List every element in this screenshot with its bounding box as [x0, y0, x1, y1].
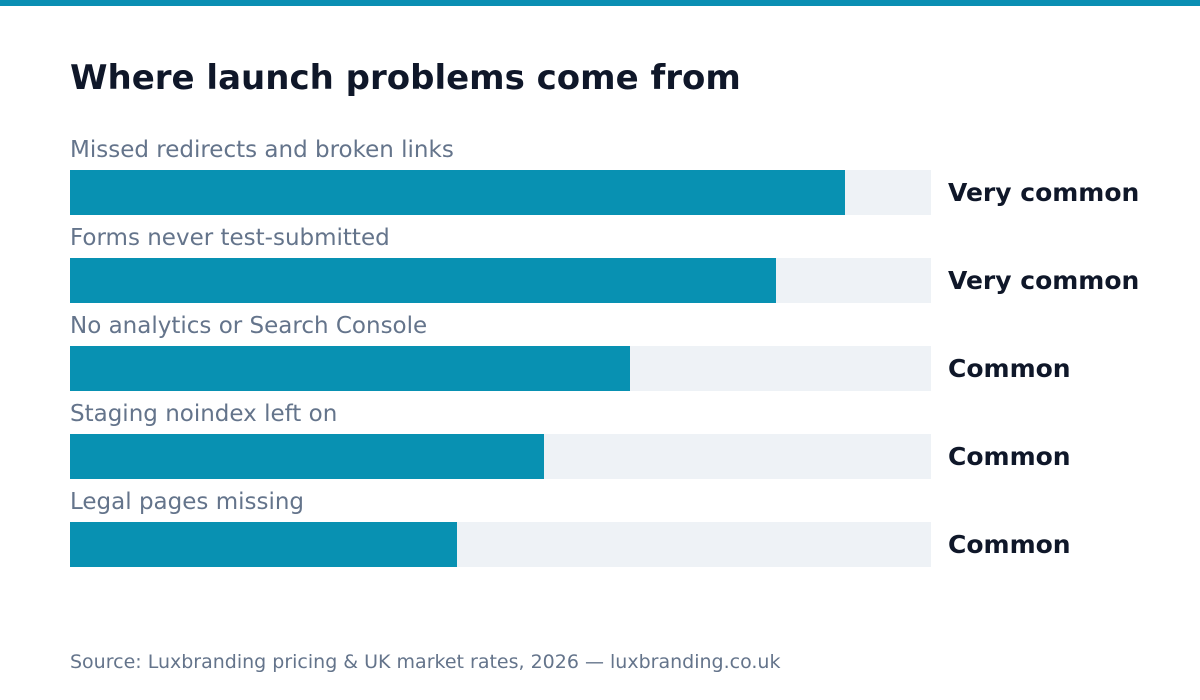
- category-label: Legal pages missing: [70, 489, 305, 515]
- category-label: No analytics or Search Console: [70, 313, 428, 339]
- bar-track: [70, 346, 931, 391]
- value-label: Very common: [948, 178, 1140, 207]
- value-label: Common: [948, 530, 1071, 559]
- category-label: Forms never test-submitted: [70, 225, 390, 251]
- bar-track: [70, 434, 931, 479]
- bar: [70, 522, 457, 567]
- bar: [70, 258, 776, 303]
- bar-track: [70, 258, 931, 303]
- category-label: Missed redirects and broken links: [70, 137, 454, 163]
- value-label: Common: [948, 354, 1071, 383]
- bar-track: [70, 522, 931, 567]
- value-label: Common: [948, 442, 1071, 471]
- accent-stripe: [0, 0, 1200, 6]
- bar: [70, 434, 544, 479]
- bar: [70, 346, 630, 391]
- source-note: Source: Luxbranding pricing & UK market …: [70, 651, 781, 673]
- value-label: Very common: [948, 266, 1140, 295]
- category-label: Staging noindex left on: [70, 401, 338, 427]
- bar-track: [70, 170, 931, 215]
- chart-title: Where launch problems come from: [70, 58, 741, 98]
- bar: [70, 170, 845, 215]
